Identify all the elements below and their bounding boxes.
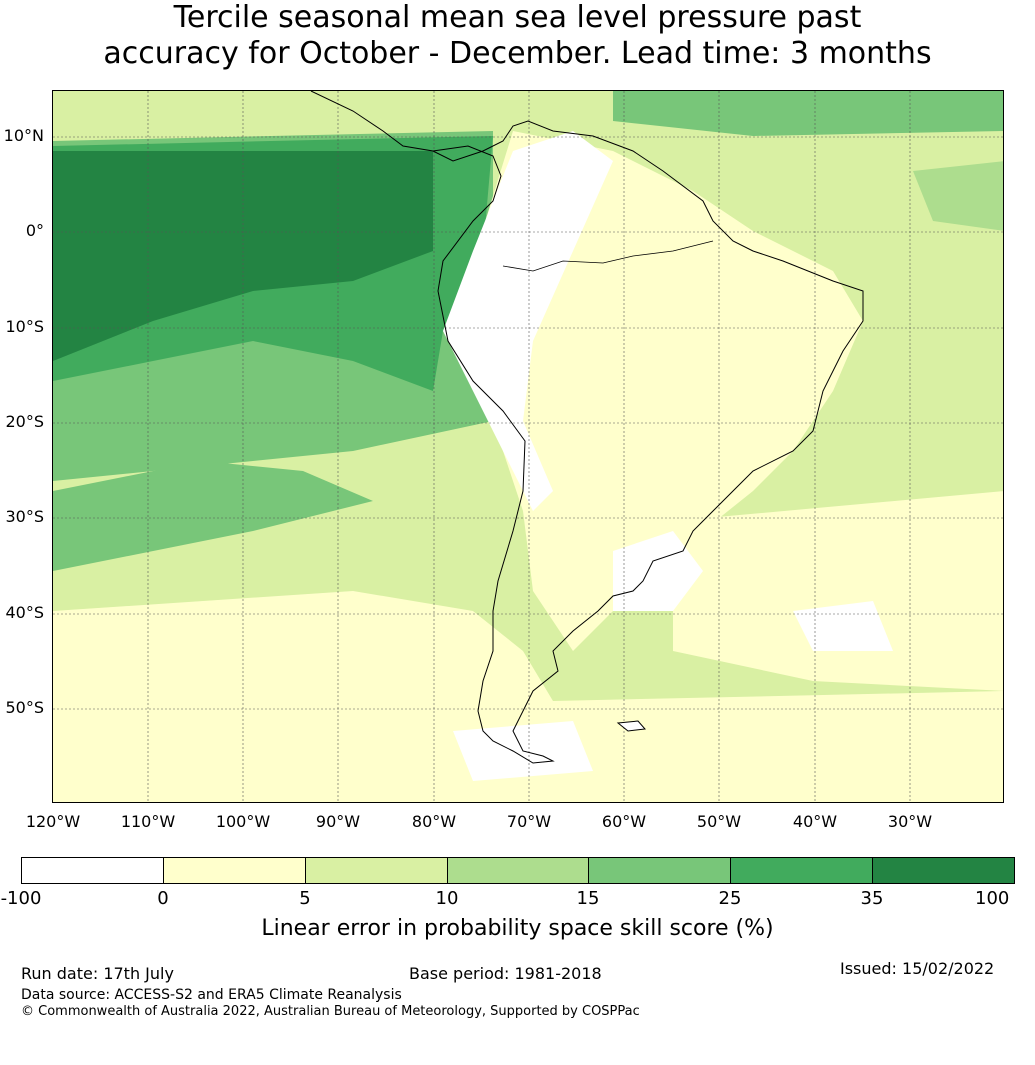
- white-patch-atlantic: [793, 601, 893, 651]
- colorbar-tick-25: 25: [718, 888, 742, 909]
- lon-label-90w: 90°W: [315, 812, 361, 831]
- lon-label-120w: 120°W: [25, 812, 81, 831]
- lon-label-70w: 70°W: [506, 812, 552, 831]
- colorbar-tick-35: 35: [860, 888, 884, 909]
- gridlines: [53, 91, 1003, 802]
- run-date: Run date: 17th July: [21, 964, 174, 983]
- colorbar: [21, 857, 1015, 884]
- colorbar-label: Linear error in probability space skill …: [261, 916, 774, 941]
- colorbar-segment-6: [731, 858, 874, 883]
- amazon-river: [502, 240, 714, 272]
- lon-label-50w: 50°W: [696, 812, 742, 831]
- title-line-2: accuracy for October - December. Lead ti…: [103, 36, 932, 71]
- skill-map: [53, 91, 1003, 802]
- colorbar-tick-5: 5: [299, 888, 311, 909]
- lon-label-40w: 40°W: [792, 812, 838, 831]
- colorbar-segment-2: [163, 858, 306, 883]
- lon-label-80w: 80°W: [411, 812, 457, 831]
- lat-label-10n: 10°N: [3, 126, 44, 145]
- title-line-1: Tercile seasonal mean sea level pressure…: [173, 0, 862, 35]
- data-source: Data source: ACCESS-S2 and ERA5 Climate …: [21, 987, 402, 1003]
- chart-title: Tercile seasonal mean sea level pressure…: [0, 0, 1035, 72]
- caribbean-green: [613, 91, 1003, 136]
- colorbar-segment-7: [873, 858, 1015, 883]
- atlantic-light-green: [913, 161, 1003, 231]
- colorbar-tick-minus100: -100: [0, 888, 42, 909]
- lat-label-30s: 30°S: [5, 507, 44, 526]
- falkland-islands: [616, 720, 647, 732]
- pale-band-south: [53, 591, 1003, 802]
- copyright: © Commonwealth of Australia 2022, Austra…: [21, 1004, 640, 1019]
- pale-band-atlantic: [673, 491, 1003, 691]
- issued-date: Issued: 15/02/2022: [840, 959, 995, 978]
- lon-label-100w: 100°W: [215, 812, 271, 831]
- lat-label-40s: 40°S: [5, 603, 44, 622]
- base-period: Base period: 1981-2018: [409, 964, 602, 983]
- lon-label-110w: 110°W: [120, 812, 176, 831]
- lon-label-60w: 60°W: [601, 812, 647, 831]
- lat-label-10s: 10°S: [5, 317, 44, 336]
- lat-label-20s: 20°S: [5, 412, 44, 431]
- lat-label-0: 0°: [25, 221, 44, 240]
- colorbar-segment-3: [305, 858, 448, 883]
- colorbar-segment-4: [447, 858, 590, 883]
- south-america-coastline: [310, 91, 864, 764]
- lat-label-50s: 50°S: [5, 698, 44, 717]
- colorbar-tick-100: 100: [975, 888, 1010, 909]
- colorbar-tick-10: 10: [435, 888, 459, 909]
- white-patch-south: [613, 531, 703, 611]
- map-panel: [52, 90, 1004, 803]
- colorbar-tick-0: 0: [157, 888, 169, 909]
- lon-label-30w: 30°W: [887, 812, 933, 831]
- colorbar-segment-1: [22, 858, 164, 883]
- colorbar-tick-15: 15: [576, 888, 600, 909]
- pacific-green-south: [53, 461, 373, 571]
- andes-white-zone: [443, 131, 613, 511]
- colorbar-segment-5: [589, 858, 732, 883]
